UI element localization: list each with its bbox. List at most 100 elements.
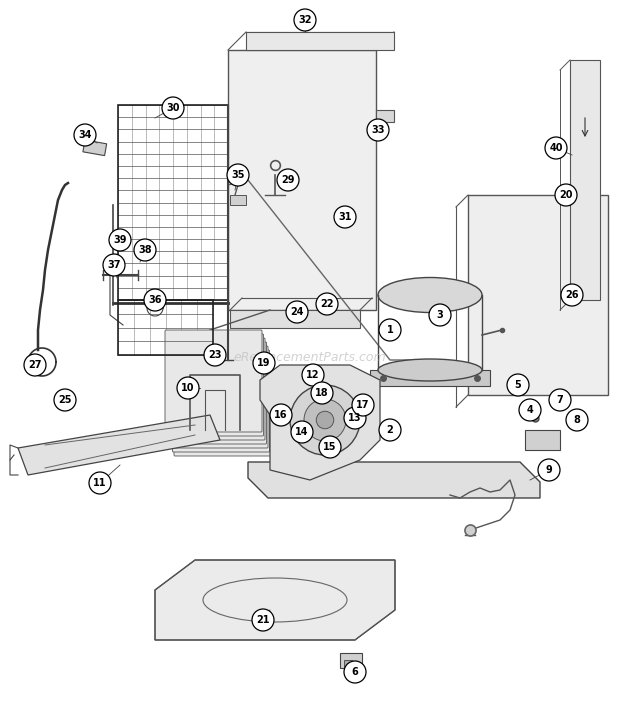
Circle shape [549, 389, 571, 411]
Polygon shape [248, 462, 540, 498]
Circle shape [545, 137, 567, 159]
Text: 24: 24 [290, 307, 304, 317]
Bar [118, 300, 213, 355]
Circle shape [316, 411, 334, 429]
Circle shape [177, 377, 199, 399]
Circle shape [429, 304, 451, 326]
Text: eReplacementParts.com: eReplacementParts.com [234, 351, 386, 365]
Circle shape [144, 289, 166, 311]
Circle shape [294, 9, 316, 31]
Bar [230, 310, 360, 328]
Text: 16: 16 [274, 410, 288, 420]
Circle shape [109, 229, 131, 251]
Circle shape [286, 301, 308, 323]
Bar [228, 50, 376, 310]
Circle shape [134, 239, 156, 261]
Text: 18: 18 [315, 388, 329, 398]
Circle shape [304, 399, 346, 441]
FancyBboxPatch shape [165, 330, 262, 432]
Text: 34: 34 [78, 130, 92, 140]
Text: 4: 4 [526, 405, 533, 415]
Bar [570, 60, 600, 300]
Circle shape [302, 364, 324, 386]
Circle shape [379, 319, 401, 341]
Text: 13: 13 [348, 413, 361, 423]
Circle shape [24, 354, 46, 376]
Text: 21: 21 [256, 615, 270, 625]
Text: 37: 37 [107, 260, 121, 270]
Text: 6: 6 [352, 667, 358, 677]
Text: 35: 35 [231, 170, 245, 180]
Text: 5: 5 [515, 380, 521, 390]
Circle shape [253, 352, 275, 374]
Circle shape [319, 436, 341, 458]
Text: 17: 17 [356, 400, 370, 410]
Text: 10: 10 [181, 383, 195, 393]
Circle shape [334, 206, 356, 228]
FancyBboxPatch shape [174, 354, 271, 456]
Circle shape [538, 459, 560, 481]
Text: 20: 20 [559, 190, 573, 200]
Circle shape [344, 407, 366, 429]
Circle shape [89, 472, 111, 494]
Text: 36: 36 [148, 295, 162, 305]
Bar [344, 660, 352, 668]
Bar [370, 370, 490, 386]
Circle shape [103, 254, 125, 276]
Circle shape [344, 661, 366, 683]
Text: 33: 33 [371, 125, 385, 135]
Circle shape [291, 421, 313, 443]
Circle shape [555, 184, 577, 206]
Text: 1: 1 [387, 325, 393, 335]
Text: 30: 30 [166, 103, 180, 113]
Text: 7: 7 [557, 395, 564, 405]
Text: 15: 15 [323, 442, 337, 452]
Text: 32: 32 [298, 15, 312, 25]
Text: 3: 3 [436, 310, 443, 320]
Text: 27: 27 [29, 360, 42, 370]
Circle shape [352, 394, 374, 416]
Circle shape [311, 382, 333, 404]
Circle shape [162, 97, 184, 119]
Text: 2: 2 [387, 425, 393, 435]
Text: 29: 29 [281, 175, 294, 185]
FancyBboxPatch shape [172, 350, 270, 452]
Ellipse shape [378, 278, 482, 312]
Text: 19: 19 [257, 358, 271, 368]
FancyBboxPatch shape [171, 346, 268, 448]
Circle shape [270, 404, 292, 426]
FancyBboxPatch shape [169, 342, 267, 444]
Text: 23: 23 [208, 350, 222, 360]
Ellipse shape [378, 359, 482, 381]
Bar [118, 105, 228, 300]
Text: 40: 40 [549, 143, 563, 153]
Bar [468, 195, 608, 395]
Circle shape [316, 293, 338, 315]
Text: 31: 31 [339, 212, 352, 222]
Text: 39: 39 [113, 235, 126, 245]
Circle shape [566, 409, 588, 431]
FancyBboxPatch shape [168, 338, 265, 440]
Text: 9: 9 [546, 465, 552, 475]
Bar [83, 140, 107, 156]
Circle shape [519, 399, 541, 421]
Polygon shape [260, 365, 380, 480]
Polygon shape [18, 415, 220, 475]
Bar [525, 430, 560, 450]
Bar [376, 110, 394, 122]
Circle shape [507, 374, 529, 396]
Bar [246, 32, 394, 50]
Polygon shape [155, 560, 395, 640]
Circle shape [54, 389, 76, 411]
Text: 14: 14 [295, 427, 309, 437]
Text: 38: 38 [138, 245, 152, 255]
Bar [230, 195, 246, 205]
Circle shape [227, 164, 249, 186]
Text: 11: 11 [93, 478, 107, 488]
Circle shape [367, 119, 389, 141]
FancyBboxPatch shape [167, 334, 264, 436]
Circle shape [252, 609, 274, 631]
Text: 8: 8 [574, 415, 580, 425]
Circle shape [74, 124, 96, 146]
Text: 12: 12 [306, 370, 320, 380]
